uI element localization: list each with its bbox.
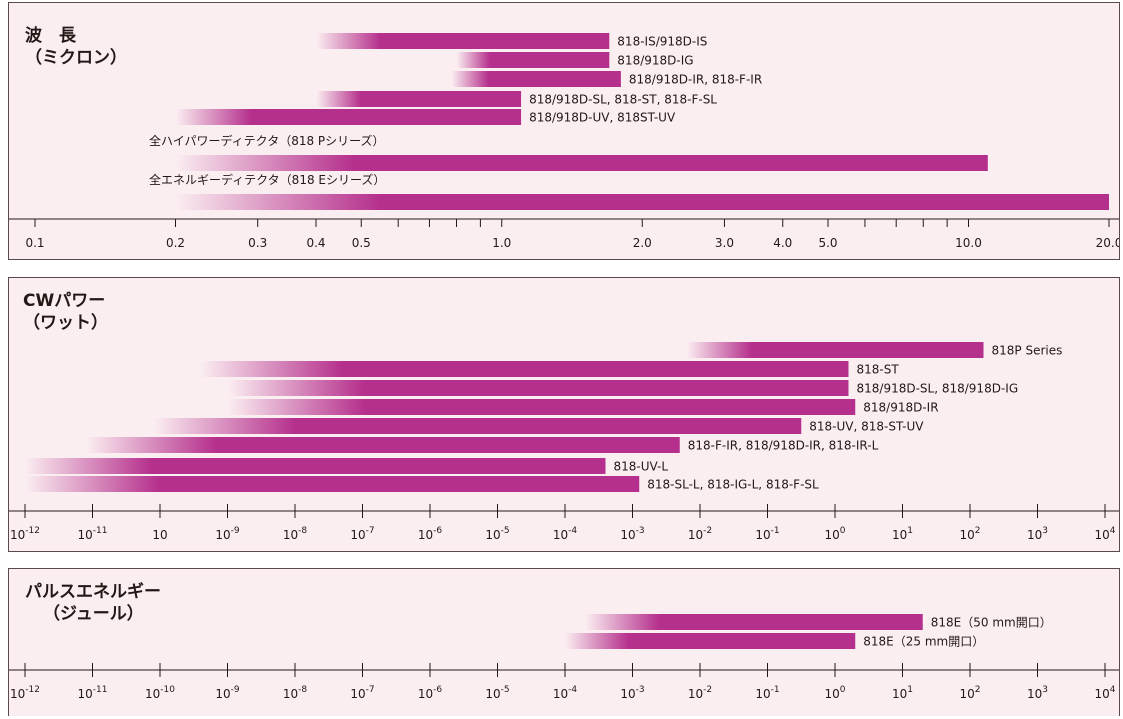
- x-tick-label: 104: [1094, 526, 1115, 542]
- series-label: 818-F-IR, 818/918D-IR, 818-IR-L: [688, 439, 879, 453]
- x-tick-label: 103: [1027, 526, 1048, 542]
- cw-power-title: CWパワー （ワット）: [23, 290, 108, 334]
- wavelength-panel: 波 長 （ミクロン） 0.1 0.2 0.3 0.4 0.5 1.0 2.0 3.0 4.0 5.…: [8, 2, 1120, 260]
- range-bar: [227, 380, 849, 396]
- wavelength-title-line-1: 波 長: [25, 26, 76, 46]
- cw-power-title-line-2: （ワット）: [23, 313, 108, 333]
- pulse-energy-title-line-2: （ジュール）: [43, 604, 144, 624]
- x-tick-label: 10-5: [485, 685, 509, 701]
- x-tick-label: 10-11: [78, 526, 108, 542]
- x-tick-label: 10: [152, 528, 167, 542]
- x-tick-label: 10-8: [283, 685, 308, 701]
- series-label: 818-UV, 818-ST-UV: [809, 420, 924, 434]
- x-tick-label: 100: [824, 526, 845, 542]
- x-tick-label: 3.0: [715, 236, 734, 250]
- x-tick-label: 0.5: [352, 236, 371, 250]
- wavelength-chart: 0.1 0.2 0.3 0.4 0.5 1.0 2.0 3.0 4.0 5.0 10.0 20.0 全ハ…: [9, 33, 1119, 250]
- range-bar: [175, 109, 522, 125]
- x-tick-label: 10-7: [350, 526, 374, 542]
- range-bar: [175, 155, 988, 171]
- x-tick-label: 101: [892, 526, 913, 542]
- x-tick-label: 10-3: [620, 526, 644, 542]
- range-bar: [585, 614, 923, 630]
- series-label: 818/918D-IR: [863, 401, 938, 415]
- x-tick-label: 101: [892, 685, 913, 701]
- x-tick-label: 4.0: [773, 236, 792, 250]
- x-tick-label: 0.3: [248, 236, 267, 250]
- x-tick-label: 10-5: [485, 526, 509, 542]
- cw-power-panel: CWパワー （ワット） 10-12 10-11 10 10-9 10-8 10-7 10-6…: [8, 277, 1120, 552]
- x-tick-label: 10-12: [10, 526, 40, 542]
- wavelength-title: 波 長 （ミクロン）: [25, 25, 127, 69]
- range-bar: [200, 361, 849, 377]
- pulse-energy-chart: 10-12 10-11 10-10 10-9 10-8 10-7 10-6 10-5 10-4 1…: [9, 614, 1119, 701]
- x-tick-label: 10-6: [418, 526, 443, 542]
- range-bar: [25, 476, 640, 492]
- x-tick-label: 10-9: [215, 685, 240, 701]
- range-bar: [565, 633, 856, 649]
- range-bar: [153, 418, 802, 434]
- range-bar: [175, 194, 1109, 210]
- x-tick-label: 10-6: [418, 685, 443, 701]
- series-label: 818-SL-L, 818-IG-L, 818-F-SL: [647, 478, 819, 492]
- x-tick-label: 10-1: [755, 526, 779, 542]
- cw-power-title-line-1: CWパワー: [23, 291, 106, 311]
- range-bar: [456, 52, 610, 68]
- x-tick-label: 10.0: [955, 236, 982, 250]
- series-label: 818/918D-UV, 818ST-UV: [529, 111, 676, 125]
- x-tick-label: 10-2: [688, 526, 712, 542]
- x-tick-label: 10-8: [283, 526, 308, 542]
- series-label: 818/918D-SL, 818-ST, 818-F-SL: [529, 93, 717, 107]
- x-tick-label: 10-4: [553, 526, 578, 542]
- x-tick-label: 102: [959, 685, 980, 701]
- series-label: 818/918D-IG: [617, 54, 693, 68]
- range-bar: [316, 91, 522, 107]
- pulse-energy-title-line-1: パルスエネルギー: [25, 582, 161, 602]
- pulse-energy-title: パルスエネルギー （ジュール）: [25, 581, 161, 625]
- cw-power-chart: 10-12 10-11 10 10-9 10-8 10-7 10-6 10-5 10-4 10-3…: [9, 342, 1119, 542]
- x-tick-label: 0.1: [25, 236, 44, 250]
- series-label: 818-IS/918D-IS: [617, 35, 707, 49]
- x-tick-label: 10-7: [350, 685, 374, 701]
- series-label: 818/918D-SL, 818/918D-IG: [857, 382, 1019, 396]
- series-label: 818P Series: [992, 344, 1063, 358]
- group-label: 全ハイパワーディテクタ（818 Pシリーズ）: [149, 133, 385, 148]
- range-bar: [316, 33, 610, 49]
- series-label: 818-ST: [857, 363, 900, 377]
- x-tick-label: 10-2: [688, 685, 712, 701]
- x-tick-label: 10-9: [215, 526, 240, 542]
- series-label: 818-UV-L: [614, 460, 669, 474]
- range-bar: [686, 342, 984, 358]
- wavelength-title-line-2: （ミクロン）: [25, 48, 127, 68]
- x-tick-label: 5.0: [818, 236, 837, 250]
- range-bar: [85, 437, 680, 453]
- range-bar: [25, 458, 606, 474]
- x-tick-label: 100: [824, 685, 845, 701]
- x-tick-label: 10-4: [553, 685, 578, 701]
- x-tick-label: 2.0: [633, 236, 652, 250]
- x-tick-label: 10-12: [10, 685, 40, 701]
- pulse-energy-panel: パルスエネルギー （ジュール） 10-12 10-11 10-10 10-9 10-8 1…: [8, 568, 1120, 716]
- x-tick-label: 102: [959, 526, 980, 542]
- x-tick-label: 10-1: [755, 685, 779, 701]
- x-tick-label: 1.0: [492, 236, 511, 250]
- x-tick-label: 10-10: [145, 685, 175, 701]
- x-tick-label: 0.2: [166, 236, 185, 250]
- series-label: 818E（25 mm開口）: [863, 635, 984, 649]
- x-tick-label: 20.0: [1096, 236, 1119, 250]
- series-label: 818/918D-IR, 818-F-IR: [629, 73, 762, 87]
- x-tick-label: 103: [1027, 685, 1048, 701]
- x-tick-label: 0.4: [306, 236, 325, 250]
- series-label: 818E（50 mm開口）: [931, 616, 1052, 630]
- group-label: 全エネルギーディテクタ（818 Eシリーズ）: [149, 172, 385, 187]
- range-bar: [451, 71, 621, 87]
- x-tick-label: 10-11: [78, 685, 108, 701]
- x-tick-label: 10-3: [620, 685, 644, 701]
- x-tick-label: 104: [1094, 685, 1115, 701]
- range-bar: [227, 399, 856, 415]
